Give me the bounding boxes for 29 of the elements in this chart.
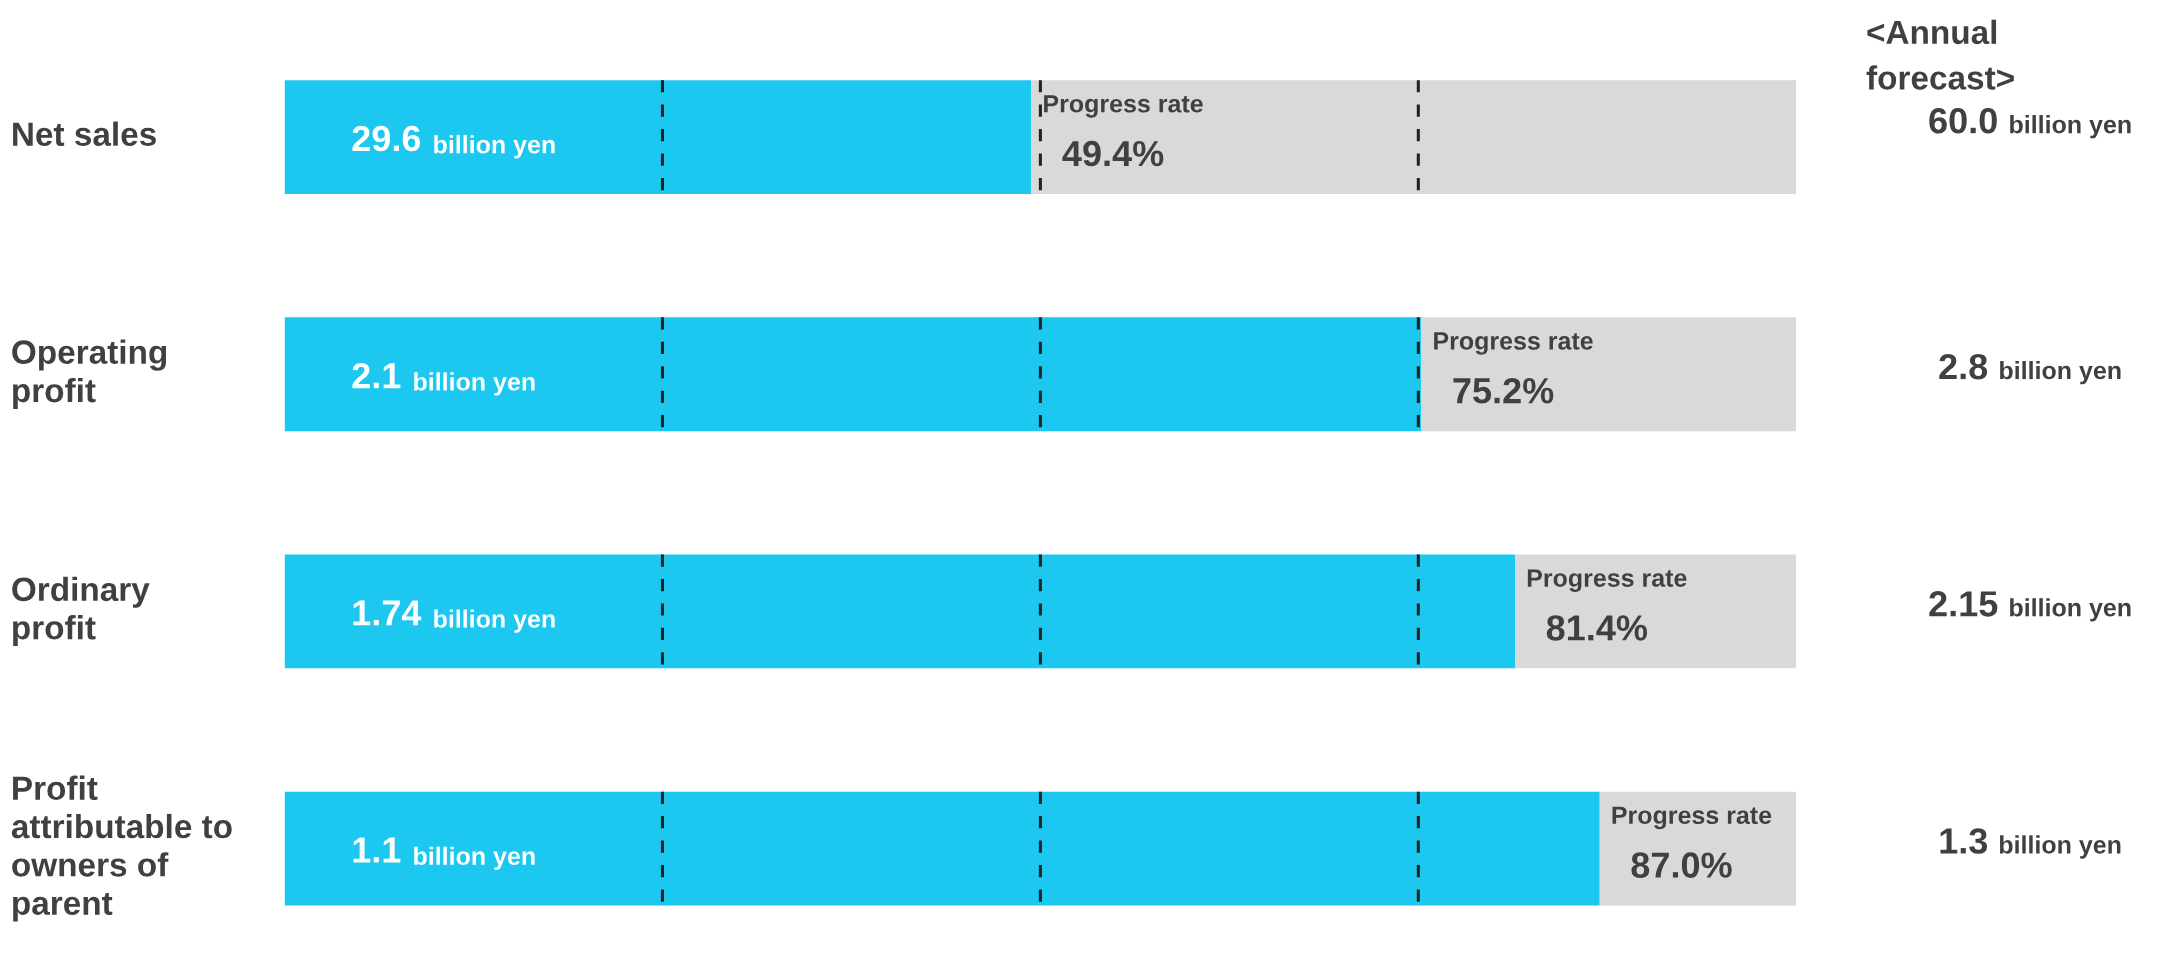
data-label: 87.0% xyxy=(1631,852,1732,878)
annotation: 1.74 billion yen xyxy=(353,600,555,633)
y-tick-label: Profit attributable to owners of parent xyxy=(11,775,232,922)
annotation: Progress rate xyxy=(1434,332,1593,355)
annotation: Progress rate xyxy=(1044,95,1203,118)
text: 60.0 billion yen xyxy=(1929,107,2131,139)
bar xyxy=(1515,554,1797,669)
y-tick-label: Ordinary profit xyxy=(12,576,150,647)
data-label: 81.4% xyxy=(1546,615,1648,641)
bar xyxy=(284,80,1032,194)
bar xyxy=(1599,791,1797,906)
annotation: 1.1 billion yen xyxy=(353,837,535,870)
bar xyxy=(1031,80,1797,194)
text: 2.8 billion yen xyxy=(1939,353,2121,385)
y-tick-label: Net sales xyxy=(13,121,156,147)
bar xyxy=(284,317,1422,432)
annotation: 29.6 billion yen xyxy=(352,125,555,159)
bar xyxy=(1421,317,1797,432)
annotation: 2.1 billion yen xyxy=(352,362,535,396)
bar xyxy=(284,554,1516,669)
text: <Annual forecast> xyxy=(1866,19,2014,90)
text: 2.15 billion yen xyxy=(1929,591,2131,622)
y-tick-label: Operating profit xyxy=(12,339,167,410)
annotation: Progress rate xyxy=(1527,569,1687,592)
data-label: 75.2% xyxy=(1453,377,1554,404)
bar xyxy=(284,791,1600,906)
data-label: 49.4% xyxy=(1062,140,1164,167)
annotation: Progress rate xyxy=(1612,806,1772,830)
text: 1.3 billion yen xyxy=(1940,828,2121,859)
